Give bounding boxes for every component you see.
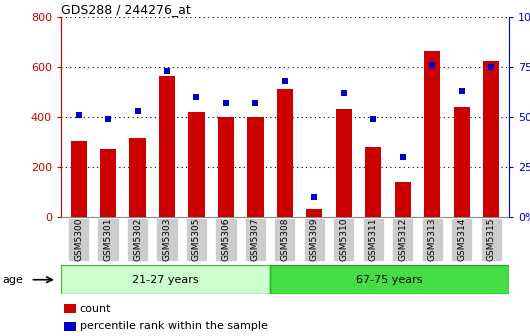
Text: 67-75 years: 67-75 years [356,275,423,285]
Bar [218,117,234,217]
Point [457,88,466,93]
Bar [270,265,509,294]
Text: GSM5315: GSM5315 [487,218,496,261]
FancyBboxPatch shape [245,218,266,261]
Point [104,116,112,121]
Point [163,68,171,74]
Text: GSM5308: GSM5308 [280,218,289,261]
Bar [159,76,175,217]
FancyBboxPatch shape [363,218,384,261]
Text: GSM5302: GSM5302 [133,218,142,261]
Bar [61,265,270,294]
Text: GSM5309: GSM5309 [310,218,319,261]
Bar [248,117,263,217]
FancyBboxPatch shape [127,218,148,261]
FancyBboxPatch shape [156,218,178,261]
Bar [129,138,146,217]
Text: GSM5307: GSM5307 [251,218,260,261]
Point [281,78,289,83]
Text: GSM5303: GSM5303 [163,218,172,261]
FancyBboxPatch shape [421,218,443,261]
Text: age: age [3,275,23,285]
Text: GSM5305: GSM5305 [192,218,201,261]
Point [222,100,230,106]
Point [340,90,348,95]
Text: GSM5301: GSM5301 [103,218,112,261]
Bar [64,304,76,313]
Bar [395,182,411,217]
Bar [64,322,76,331]
Text: GSM5306: GSM5306 [222,218,231,261]
Text: GDS288 / 244276_at: GDS288 / 244276_at [61,3,191,16]
Point [192,94,201,99]
FancyBboxPatch shape [68,218,89,261]
Text: GSM5314: GSM5314 [457,218,466,261]
Text: GSM5311: GSM5311 [369,218,378,261]
Point [428,62,436,68]
Text: count: count [80,304,111,314]
Text: GSM5312: GSM5312 [398,218,407,261]
Point [251,100,260,106]
Text: GSM5313: GSM5313 [428,218,437,261]
Bar [277,89,293,217]
Point [487,64,496,70]
FancyBboxPatch shape [333,218,355,261]
Bar [100,149,116,217]
FancyBboxPatch shape [98,218,119,261]
Point [369,116,377,121]
Text: GSM5310: GSM5310 [339,218,348,261]
Text: percentile rank within the sample: percentile rank within the sample [80,322,268,332]
FancyBboxPatch shape [274,218,296,261]
Bar [70,140,87,217]
FancyBboxPatch shape [451,218,472,261]
Bar [188,112,205,217]
Bar [335,109,352,217]
Text: 21-27 years: 21-27 years [132,275,199,285]
Point [74,112,83,118]
FancyBboxPatch shape [186,218,207,261]
Point [310,194,319,200]
Bar [306,209,322,217]
FancyBboxPatch shape [304,218,325,261]
Bar [483,60,499,217]
FancyBboxPatch shape [215,218,236,261]
Text: GSM5300: GSM5300 [74,218,83,261]
FancyBboxPatch shape [481,218,502,261]
Bar [424,50,440,217]
Bar [365,147,382,217]
Point [399,154,407,160]
FancyBboxPatch shape [392,218,413,261]
Point [134,108,142,114]
Bar [454,107,470,217]
